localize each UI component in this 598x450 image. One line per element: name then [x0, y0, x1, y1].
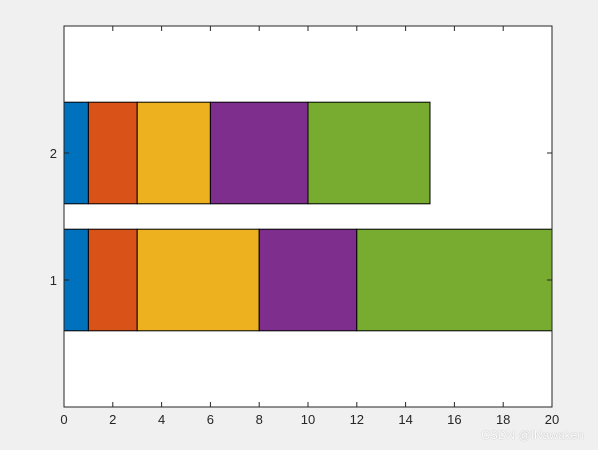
x-axis: 0 2 4 6 8 10 12 14 16 18 20 — [60, 26, 559, 427]
x-tick-label: 20 — [545, 412, 559, 427]
y-tick-label: 1 — [50, 273, 57, 288]
x-tick-label: 6 — [207, 412, 214, 427]
y-tick-label: 2 — [50, 146, 57, 161]
x-tick-label: 8 — [256, 412, 263, 427]
bars-group — [63, 101, 553, 332]
x-tick-label: 14 — [398, 412, 412, 427]
bar-segment-cat1-series3 — [136, 228, 260, 332]
bar-segment-cat2-series2 — [87, 101, 138, 205]
x-tick-label: 4 — [158, 412, 165, 427]
plot-area — [64, 26, 552, 407]
bar-segment-cat1-series4 — [258, 228, 358, 332]
watermark: CSDN @INawaken — [481, 428, 584, 442]
y-axis: 12 — [50, 146, 552, 288]
bar-segment-cat1-series2 — [87, 228, 138, 332]
x-tick-label: 10 — [301, 412, 315, 427]
x-tick-label: 18 — [496, 412, 510, 427]
x-tick-label: 0 — [60, 412, 67, 427]
x-tick-label: 2 — [109, 412, 116, 427]
bar-segment-cat1-series5 — [356, 228, 553, 332]
x-tick-label: 16 — [447, 412, 461, 427]
bar-segment-cat2-series3 — [136, 101, 211, 205]
x-tick-label: 12 — [350, 412, 364, 427]
bar-segment-cat2-series5 — [307, 101, 431, 205]
bar-segment-cat2-series4 — [209, 101, 309, 205]
